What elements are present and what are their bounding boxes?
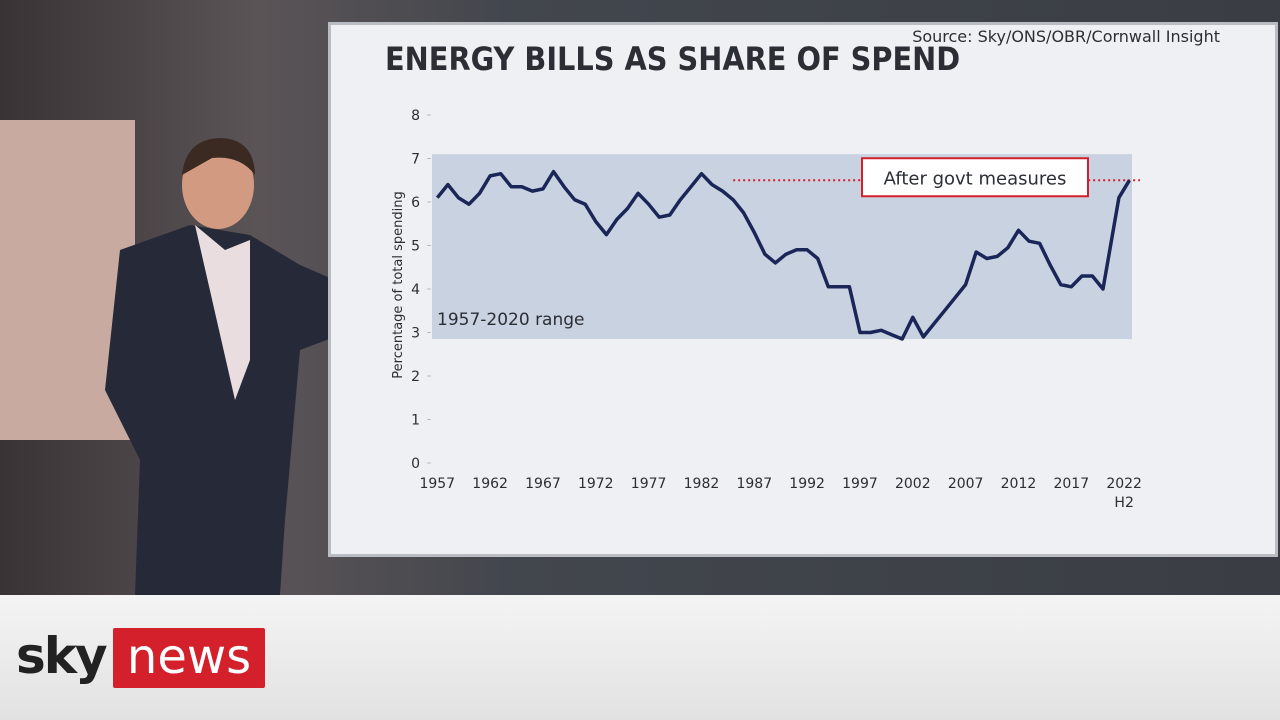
y-tick-label: 3 <box>411 326 420 342</box>
x-tick-label: 2007 <box>947 476 984 492</box>
presenter-hair <box>182 138 255 175</box>
x-tick-label: 1967 <box>525 476 561 492</box>
x-tick-label: 2002 <box>894 476 931 492</box>
x-tick-label: 1987 <box>736 476 773 492</box>
presenter-suit <box>105 225 380 595</box>
y-tick-label: 8 <box>411 108 420 124</box>
y-tick-label: 4 <box>411 282 420 298</box>
chart-title: ENERGY BILLS AS SHARE OF SPEND <box>385 40 960 78</box>
annotation-label: After govt measures <box>884 168 1067 189</box>
x-tick-label: 1972 <box>577 476 614 492</box>
x-tick-label: 1962 <box>472 476 508 492</box>
presenter <box>0 120 380 595</box>
chart: ENERGY BILLS AS SHARE OF SPEND Source: S… <box>385 27 1220 472</box>
chart-source: Source: Sky/ONS/OBR/Cornwall Insight <box>912 27 1220 46</box>
presenter-shirt <box>195 225 250 400</box>
channel-logo: news <box>113 628 265 688</box>
x-tick-label: 2012 <box>1000 476 1037 492</box>
x-tick-label: 1957 <box>419 476 456 492</box>
y-tick-label: 6 <box>411 195 420 211</box>
x-tick-label: 1992 <box>789 476 825 492</box>
brand-logo: sky <box>16 627 108 685</box>
range-band-label: 1957-2020 range <box>437 310 585 330</box>
x-tick-label: 1997 <box>842 476 878 492</box>
x-tick-label: 2017 <box>1053 476 1090 492</box>
data-line <box>435 169 1131 341</box>
x-tick-label: 1982 <box>683 476 720 492</box>
y-tick-label: 5 <box>411 239 420 255</box>
y-axis-label: Percentage of total spending <box>391 191 406 378</box>
y-tick-label: 0 <box>411 456 420 472</box>
annotation-box <box>861 157 1089 198</box>
y-tick-label: 1 <box>411 413 420 429</box>
x-tick-label: 2022 H2 <box>1106 476 1142 511</box>
x-tick-label: 1977 <box>630 476 667 492</box>
y-tick-label: 2 <box>411 369 420 385</box>
y-tick-label: 7 <box>411 152 420 168</box>
